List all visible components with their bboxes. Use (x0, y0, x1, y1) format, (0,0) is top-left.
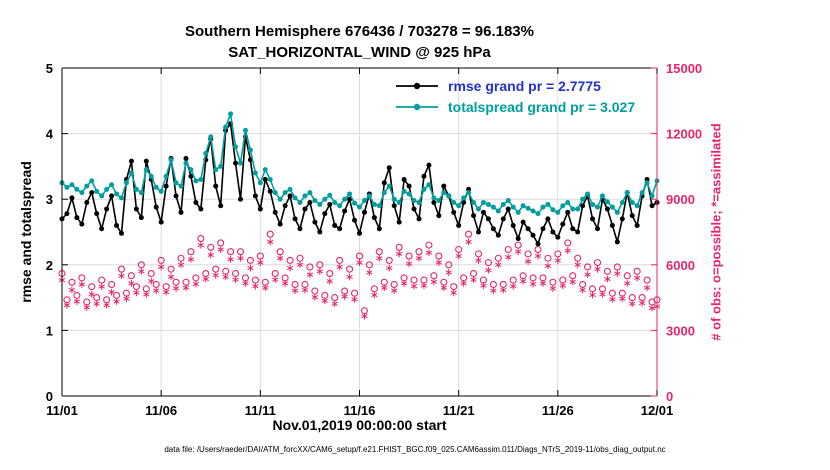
svg-text:0: 0 (666, 389, 673, 404)
data-file-caption: data file: /Users/raeder/DAI/ATM_forcXX/… (164, 445, 666, 454)
obs-count-scatter (58, 230, 661, 320)
totalspread-line-sample-icon (396, 103, 438, 111)
chart-title-line1: Southern Hemisphere 676436 / 703278 = 96… (185, 23, 534, 40)
legend-item-totalspread: totalspread grand pr = 3.027 (394, 99, 635, 115)
x-axis-label: Nov.01,2019 00:00:00 start (272, 417, 447, 433)
tick-marks (61, 67, 658, 397)
right-axis-label: # of obs: o=possible; *=assimilated (708, 123, 724, 341)
totalspread-series (59, 110, 660, 217)
svg-text:15000: 15000 (666, 61, 702, 76)
tick-labels: 11/01 11/06 11/11 11/16 11/21 11/26 12/0101234… (46, 61, 702, 418)
svg-text:6000: 6000 (666, 258, 695, 273)
svg-text:3000: 3000 (666, 323, 695, 338)
svg-text:11/01: 11/01 (46, 403, 78, 418)
legend-item-rmse: rmse grand pr = 2.7775 (394, 78, 635, 94)
svg-text:11/06: 11/06 (145, 403, 177, 418)
svg-text:4: 4 (46, 127, 54, 142)
svg-text:12000: 12000 (666, 127, 702, 142)
svg-text:12/01: 12/01 (641, 403, 674, 418)
rmse-line-sample-icon (396, 82, 438, 90)
legend-label-totalspread: totalspread grand pr = 3.027 (448, 99, 636, 115)
svg-text:11/11: 11/11 (245, 403, 276, 418)
svg-text:11/26: 11/26 (542, 403, 574, 418)
chart-title-line2: SAT_HORIZONTAL_WIND @ 925 hPa (228, 44, 491, 61)
svg-text:2: 2 (46, 258, 53, 273)
svg-text:5: 5 (46, 61, 53, 76)
left-axis-label: rmse and totalspread (18, 161, 34, 303)
svg-text:11/21: 11/21 (443, 403, 475, 418)
svg-text:3: 3 (46, 192, 53, 207)
svg-text:11/16: 11/16 (344, 403, 376, 418)
svg-text:1: 1 (46, 323, 53, 338)
svg-text:9000: 9000 (666, 192, 695, 207)
svg-text:0: 0 (46, 389, 53, 404)
rmse-series (59, 121, 660, 247)
legend-label-rmse: rmse grand pr = 2.7775 (448, 78, 601, 94)
legend: rmse grand pr = 2.7775 totalspread grand… (394, 78, 635, 115)
